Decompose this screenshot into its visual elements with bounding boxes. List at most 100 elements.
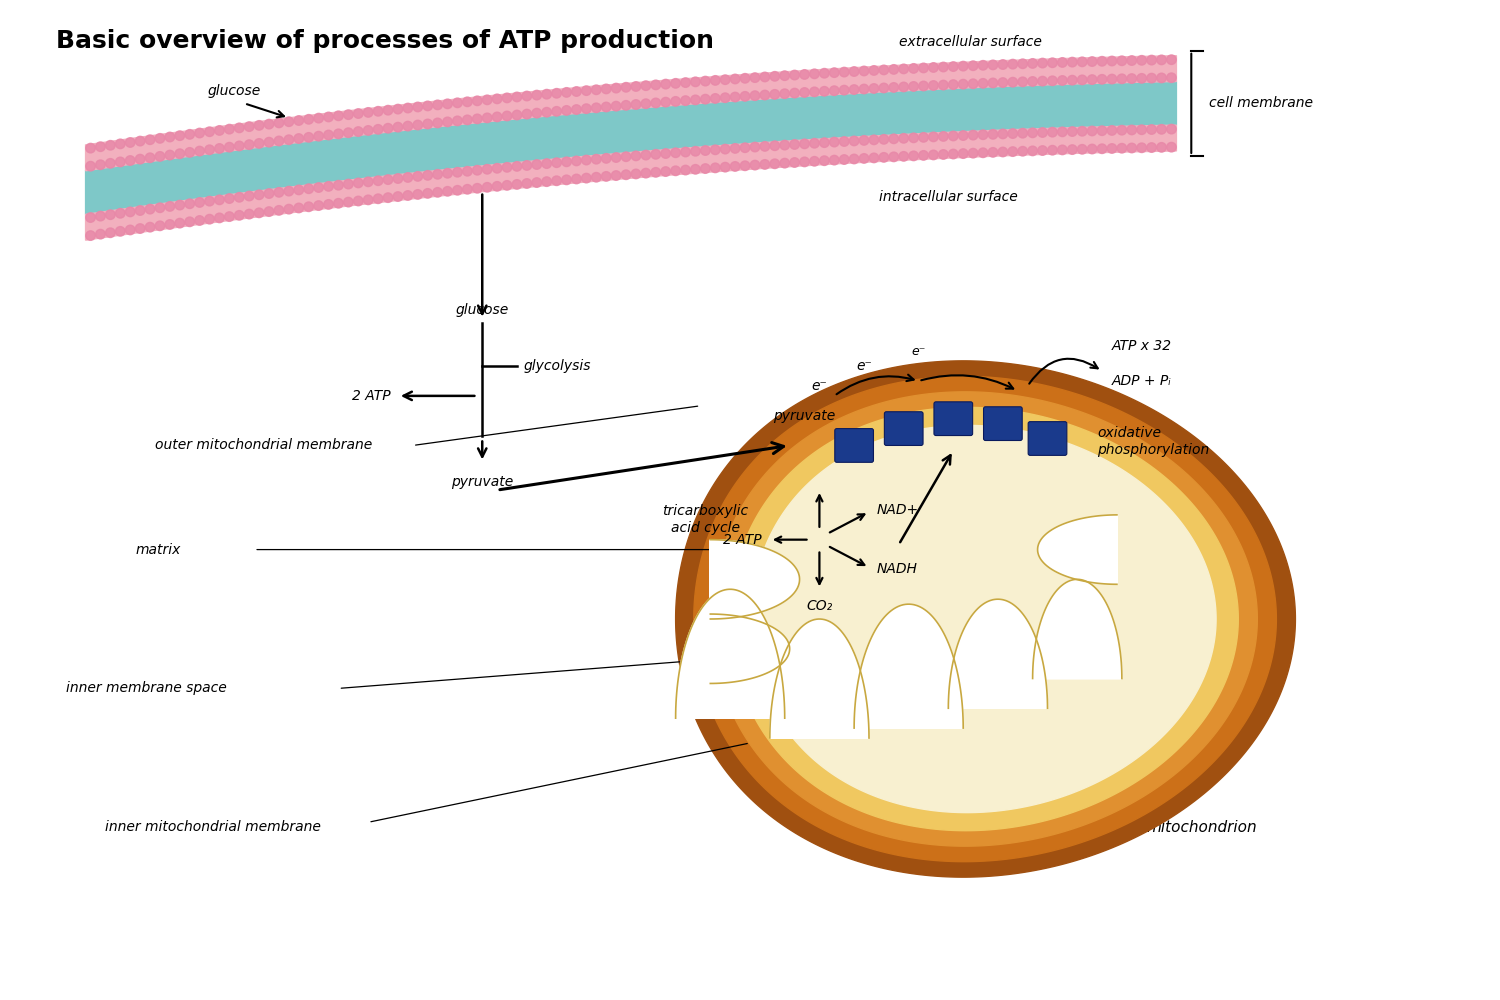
Circle shape bbox=[195, 216, 204, 225]
Circle shape bbox=[234, 141, 244, 151]
Circle shape bbox=[462, 166, 472, 176]
Circle shape bbox=[126, 138, 135, 147]
Circle shape bbox=[562, 175, 572, 185]
Circle shape bbox=[1028, 59, 1038, 68]
Circle shape bbox=[800, 70, 810, 79]
Circle shape bbox=[206, 214, 214, 224]
Circle shape bbox=[1047, 145, 1058, 155]
Circle shape bbox=[423, 119, 432, 129]
Circle shape bbox=[730, 92, 740, 102]
Circle shape bbox=[413, 102, 423, 112]
Circle shape bbox=[442, 169, 453, 178]
Circle shape bbox=[442, 187, 453, 196]
Circle shape bbox=[621, 101, 632, 110]
Circle shape bbox=[532, 108, 542, 118]
Circle shape bbox=[413, 172, 423, 181]
Circle shape bbox=[969, 79, 978, 89]
Circle shape bbox=[948, 131, 958, 141]
Circle shape bbox=[879, 83, 888, 93]
Circle shape bbox=[154, 203, 165, 213]
Text: ATP x 32: ATP x 32 bbox=[1112, 339, 1172, 353]
Circle shape bbox=[700, 94, 709, 104]
Text: glucose: glucose bbox=[207, 84, 261, 98]
Circle shape bbox=[354, 127, 363, 136]
Circle shape bbox=[363, 177, 374, 187]
Circle shape bbox=[1148, 143, 1156, 152]
Circle shape bbox=[1137, 56, 1146, 65]
Circle shape bbox=[562, 106, 572, 115]
Circle shape bbox=[720, 93, 730, 102]
Circle shape bbox=[662, 149, 670, 158]
Circle shape bbox=[750, 142, 759, 152]
Text: e⁻: e⁻ bbox=[812, 379, 828, 393]
FancyBboxPatch shape bbox=[934, 402, 972, 436]
Circle shape bbox=[711, 163, 720, 173]
Circle shape bbox=[453, 167, 462, 177]
Text: CO₂: CO₂ bbox=[807, 599, 832, 613]
Circle shape bbox=[1148, 125, 1156, 134]
Circle shape bbox=[105, 159, 116, 168]
Circle shape bbox=[442, 99, 453, 109]
Circle shape bbox=[612, 83, 621, 93]
Circle shape bbox=[126, 156, 135, 165]
Circle shape bbox=[988, 130, 998, 139]
Circle shape bbox=[720, 162, 730, 172]
Circle shape bbox=[662, 167, 670, 176]
Circle shape bbox=[225, 142, 234, 152]
Circle shape bbox=[720, 75, 730, 84]
Circle shape bbox=[1118, 143, 1126, 153]
Circle shape bbox=[988, 78, 998, 88]
Circle shape bbox=[344, 197, 352, 207]
Circle shape bbox=[840, 67, 849, 77]
Circle shape bbox=[879, 65, 888, 75]
Circle shape bbox=[741, 92, 750, 101]
Circle shape bbox=[612, 101, 621, 111]
Circle shape bbox=[503, 93, 512, 103]
Text: pyruvate: pyruvate bbox=[452, 475, 513, 489]
Circle shape bbox=[741, 161, 750, 171]
Circle shape bbox=[363, 195, 374, 205]
Circle shape bbox=[404, 191, 412, 200]
FancyBboxPatch shape bbox=[885, 412, 922, 445]
Circle shape bbox=[760, 142, 770, 151]
Circle shape bbox=[670, 148, 681, 158]
Circle shape bbox=[640, 168, 651, 178]
Circle shape bbox=[700, 164, 709, 173]
Circle shape bbox=[1008, 77, 1017, 87]
Circle shape bbox=[690, 165, 700, 174]
Circle shape bbox=[542, 177, 552, 186]
Circle shape bbox=[978, 61, 988, 70]
Circle shape bbox=[909, 82, 918, 91]
Circle shape bbox=[135, 154, 146, 164]
Polygon shape bbox=[86, 56, 1176, 171]
Circle shape bbox=[780, 89, 789, 98]
Circle shape bbox=[582, 155, 591, 165]
Text: outer mitochondrial membrane: outer mitochondrial membrane bbox=[154, 438, 372, 452]
Text: glycolysis: glycolysis bbox=[524, 359, 591, 373]
Circle shape bbox=[176, 149, 184, 158]
Circle shape bbox=[472, 184, 482, 193]
Circle shape bbox=[184, 148, 195, 157]
Circle shape bbox=[274, 188, 284, 197]
Circle shape bbox=[105, 210, 116, 219]
Circle shape bbox=[1156, 73, 1167, 83]
Circle shape bbox=[780, 71, 789, 80]
Circle shape bbox=[948, 62, 958, 71]
Circle shape bbox=[700, 76, 709, 86]
Circle shape bbox=[1137, 143, 1146, 153]
Circle shape bbox=[1126, 56, 1137, 65]
Circle shape bbox=[898, 82, 909, 92]
Circle shape bbox=[859, 136, 868, 145]
Circle shape bbox=[503, 163, 512, 172]
Circle shape bbox=[928, 132, 938, 142]
Circle shape bbox=[591, 154, 602, 164]
Circle shape bbox=[690, 95, 700, 105]
Circle shape bbox=[720, 144, 730, 154]
Circle shape bbox=[462, 115, 472, 125]
Circle shape bbox=[304, 202, 313, 212]
Circle shape bbox=[790, 140, 800, 149]
Circle shape bbox=[274, 118, 284, 128]
Circle shape bbox=[670, 97, 681, 106]
Circle shape bbox=[651, 150, 660, 159]
Circle shape bbox=[1126, 74, 1137, 83]
